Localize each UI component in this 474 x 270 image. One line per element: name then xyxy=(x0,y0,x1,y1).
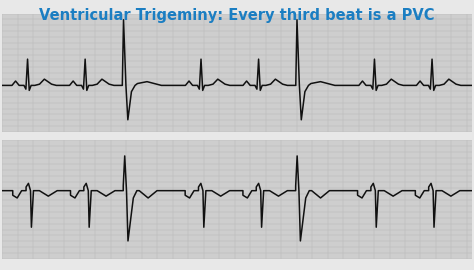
Text: Ventricular Trigeminy: Every third beat is a PVC: Ventricular Trigeminy: Every third beat … xyxy=(39,8,435,23)
